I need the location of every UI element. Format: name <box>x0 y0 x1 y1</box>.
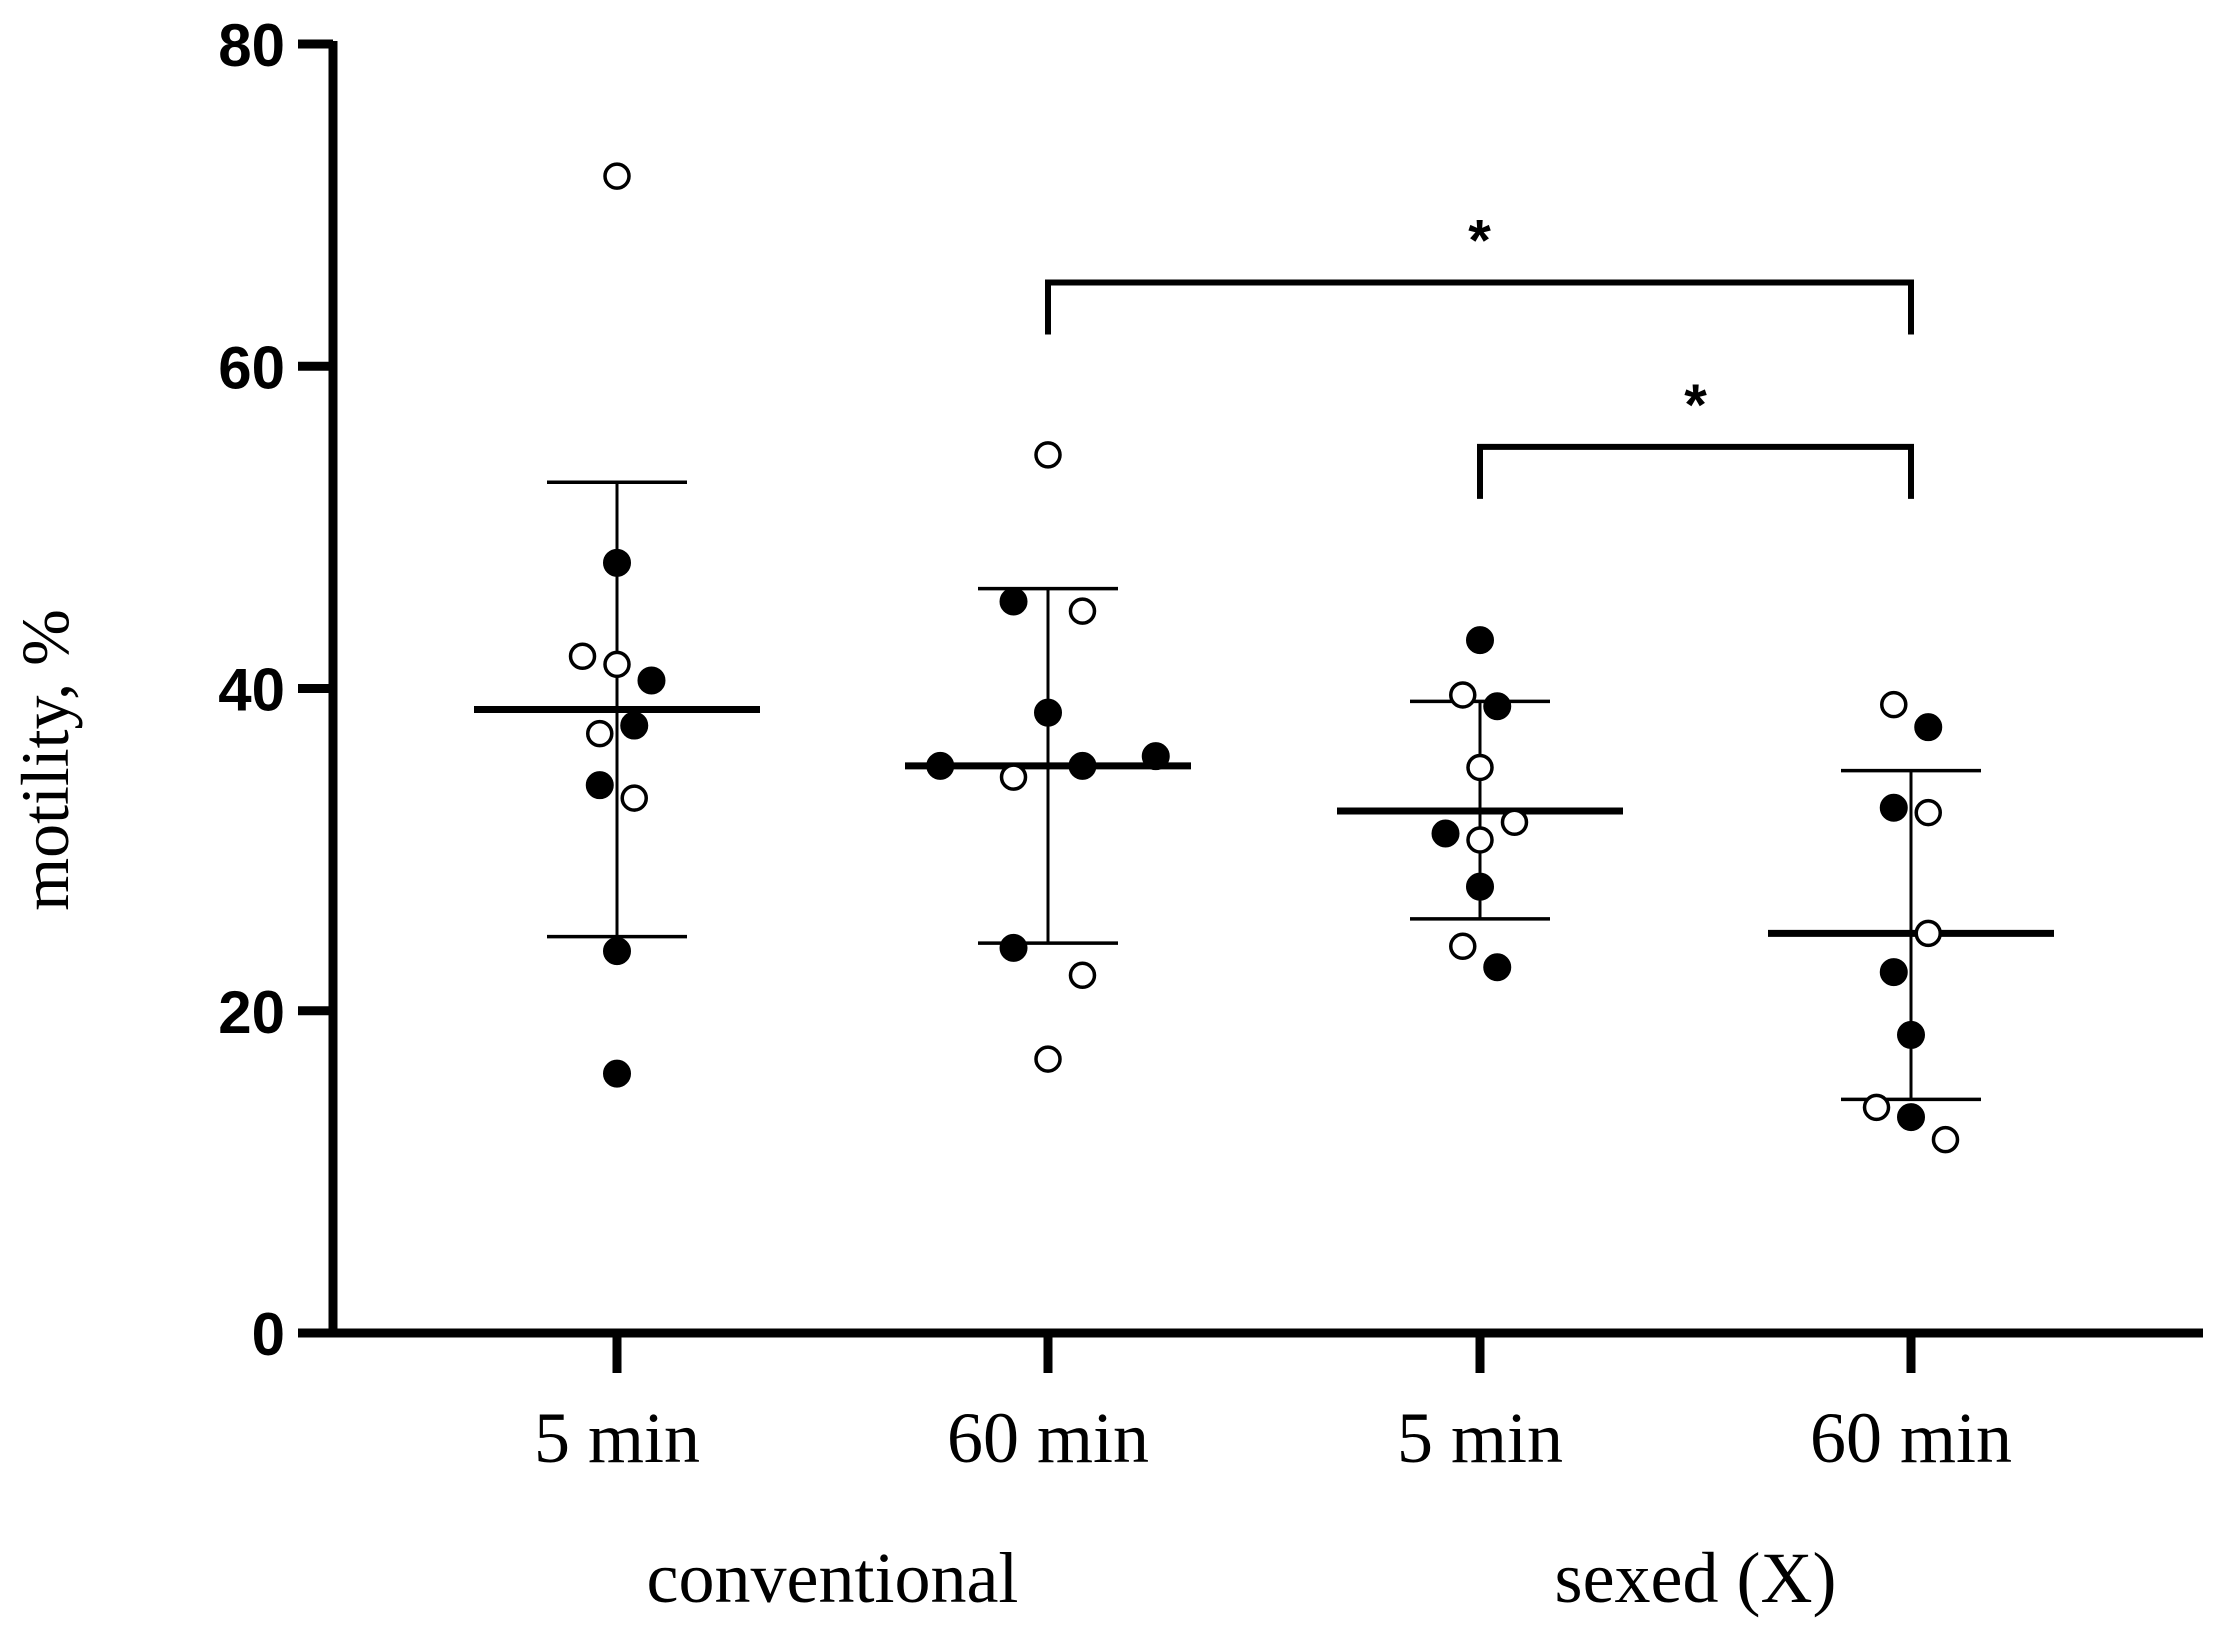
data-point-filled <box>603 1059 631 1088</box>
y-tick-label: 40 <box>218 657 285 724</box>
data-point-open <box>1449 681 1477 709</box>
significance-star: * <box>1684 373 1707 438</box>
y-tick-label: 60 <box>218 334 285 401</box>
data-point-filled <box>1879 793 1908 822</box>
data-point-filled <box>603 937 631 966</box>
y-axis-label: motility, % <box>7 609 83 911</box>
significance-bracket <box>1045 279 1914 335</box>
data-point-filled <box>999 587 1028 616</box>
y-tick-label: 0 <box>252 1301 285 1368</box>
significance-brackets: ** <box>1045 208 1914 499</box>
data-point-filled <box>1897 1020 1925 1049</box>
data-point-open <box>1034 441 1062 469</box>
data-point-open <box>1931 1125 1960 1154</box>
data-point-open <box>586 719 614 748</box>
data-point-filled <box>1466 626 1494 655</box>
data-point-open <box>1862 1093 1891 1122</box>
significance-star: * <box>1468 208 1491 273</box>
x-tick-label: 5 min <box>534 1398 700 1478</box>
data-point-open <box>603 650 631 679</box>
data-point-filled <box>1466 872 1494 901</box>
data-point-filled <box>1879 958 1908 987</box>
data-point-open <box>999 763 1028 791</box>
data-point-filled <box>637 666 666 695</box>
data-point-filled <box>1431 819 1460 848</box>
significance-bracket <box>1477 443 1914 499</box>
data-point-filled <box>585 771 614 800</box>
data-point-filled <box>1914 713 1943 742</box>
data-point-open <box>1914 798 1942 827</box>
group-label: sexed (X) <box>1555 1538 1837 1618</box>
data-point-filled <box>1897 1103 1925 1132</box>
data-point-open <box>1034 1045 1062 1073</box>
data-point-open <box>1466 826 1494 854</box>
data-point-filled <box>926 751 955 780</box>
data-point-open <box>620 784 648 812</box>
data-point-open <box>1068 961 1097 990</box>
data-point-filled <box>999 933 1028 962</box>
data-point-filled <box>1141 742 1170 771</box>
y-tick-label: 80 <box>218 12 285 79</box>
data-point-filled <box>1483 953 1512 982</box>
data-point-open <box>1500 808 1529 836</box>
data-point-filled <box>1483 692 1512 721</box>
data-point-filled <box>1034 698 1062 727</box>
data-point-open <box>603 162 631 190</box>
x-tick-label: 5 min <box>1397 1398 1563 1478</box>
data-points <box>568 162 1960 1154</box>
data-point-open <box>568 642 597 671</box>
data-point-filled <box>1068 751 1097 780</box>
group-label: conventional <box>647 1538 1019 1618</box>
axes: 0 20 40 60 80 5 min 60 min 5 min 60 min conventio… <box>218 12 2203 1618</box>
summary-bars <box>474 480 2054 1102</box>
y-tick-label: 20 <box>218 979 285 1046</box>
x-tick-label: 60 min <box>947 1398 1149 1478</box>
data-point-filled <box>603 548 631 577</box>
data-point-open <box>1068 597 1097 625</box>
data-point-filled <box>620 711 649 740</box>
data-point-open <box>1466 753 1494 782</box>
data-point-open <box>1449 932 1477 961</box>
data-point-open <box>1880 690 1908 719</box>
data-point-open <box>1914 919 1942 948</box>
x-tick-label: 60 min <box>1810 1398 2012 1478</box>
